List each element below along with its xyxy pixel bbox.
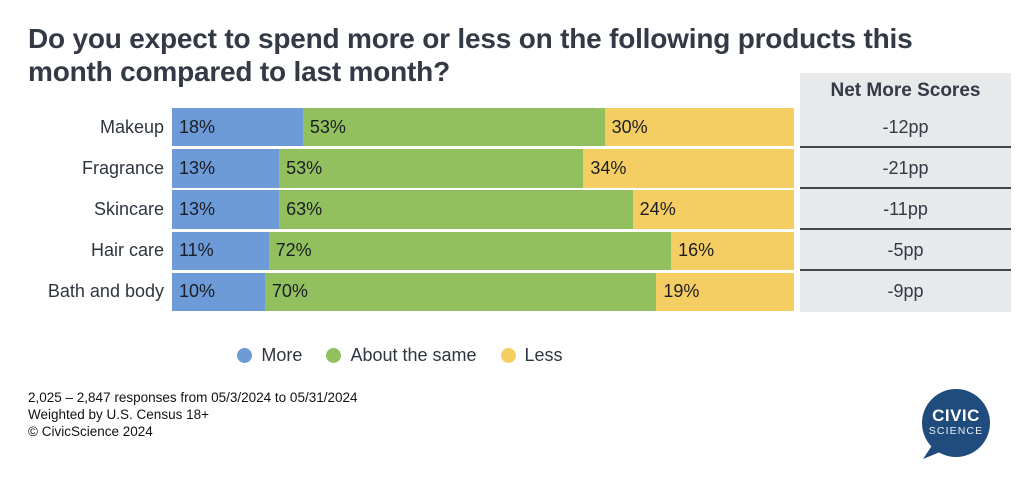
stacked-bar: 13% 53% 34% [172, 149, 794, 188]
footer-line-weighting: Weighted by U.S. Census 18+ [28, 407, 209, 422]
bar-value-label: 11% [179, 240, 214, 261]
stacked-bar: 13% 63% 24% [172, 190, 794, 229]
net-scores-divider [800, 145, 1011, 148]
bar-value-label: 63% [286, 199, 323, 220]
bar-value-label: 13% [179, 157, 216, 178]
chart-row-makeup: Makeup 18% 53% 30% [0, 108, 800, 147]
stacked-bar: 18% 53% 30% [172, 108, 794, 147]
chart-row-bath-and-body: Bath and body 10% 70% 19% [0, 272, 800, 312]
footer-line-copyright: © CivicScience 2024 [28, 424, 153, 439]
chart-title: Do you expect to spend more or less on t… [28, 23, 913, 87]
net-score-value: -12pp [882, 116, 929, 137]
bar-segment-about-the-same: 53% [279, 149, 584, 188]
bar-value-label: 13% [179, 199, 216, 220]
civicscience-logo: CIVIC SCIENCE [922, 389, 990, 459]
legend-dot-icon [500, 347, 516, 363]
legend-label: About the same [350, 344, 477, 365]
net-scores-divider [800, 269, 1011, 272]
bar-segment-less: 16% [671, 231, 794, 270]
chart-row-fragrance: Fragrance 13% 53% 34% [0, 149, 800, 188]
footer-line-responses: 2,025 – 2,847 responses from 05/3/2024 t… [28, 390, 358, 405]
net-score-value: -5pp [887, 240, 924, 261]
footer-note: 2,025 – 2,847 responses from 05/3/2024 t… [28, 389, 358, 440]
bar-segment-less: 34% [583, 149, 794, 188]
legend-item-more: More [237, 345, 302, 366]
bar-segment-less: 30% [604, 108, 794, 147]
bar-value-label: 16% [678, 240, 715, 261]
bar-segment-about-the-same: 72% [268, 231, 672, 270]
legend-label: More [261, 344, 303, 365]
bar-segment-more: 18% [172, 108, 303, 147]
bar-segment-more: 13% [172, 149, 280, 188]
legend-item-about-the-same: About the same [326, 344, 477, 366]
net-score-value: -11pp [883, 199, 928, 220]
bar-segment-less: 24% [632, 190, 794, 229]
logo-text-civic: CIVIC [932, 406, 980, 425]
category-label: Makeup [99, 116, 164, 137]
bar-value-label: 34% [590, 157, 627, 178]
bar-segment-about-the-same: 70% [264, 272, 657, 312]
category-label: Fragrance [81, 157, 164, 178]
net-scores-divider [800, 186, 1011, 189]
bar-segment-more: 10% [172, 272, 265, 312]
category-label: Bath and body [47, 281, 164, 302]
legend-label: Less [524, 344, 563, 365]
bar-value-label: 30% [611, 116, 648, 137]
bar-segment-more: 11% [172, 231, 269, 270]
net-score-value: -9pp [887, 281, 924, 302]
bar-segment-about-the-same: 53% [302, 108, 605, 147]
chart-row-hair-care: Hair care 11% 72% 16% [0, 231, 800, 270]
legend-dot-icon [326, 347, 342, 363]
bar-value-label: 53% [286, 157, 323, 178]
legend: More About the same Less [0, 342, 800, 368]
category-label: Hair care [90, 240, 164, 261]
logo-bubble [922, 389, 990, 457]
bar-value-label: 53% [309, 116, 346, 137]
net-score-value: -21pp [882, 157, 929, 178]
bar-value-label: 24% [639, 199, 676, 220]
legend-item-less: Less [500, 344, 563, 366]
logo-bubble-tail [923, 444, 945, 459]
category-label: Skincare [93, 199, 164, 220]
bar-value-label: 19% [663, 281, 700, 302]
bar-value-label: 70% [271, 281, 308, 302]
stacked-bar: 11% 72% 16% [172, 231, 794, 270]
bar-segment-about-the-same: 63% [279, 190, 633, 229]
net-scores-panel: Net More Scores -12pp -21pp -11pp -5pp -9pp [800, 73, 1011, 312]
net-scores-header: Net More Scores [830, 79, 981, 101]
bar-value-label: 72% [275, 240, 312, 261]
chart-row-skincare: Skincare 13% 63% 24% [0, 190, 800, 229]
legend-dot-icon [237, 347, 253, 363]
bar-value-label: 18% [179, 116, 216, 137]
net-scores-divider [800, 228, 1011, 230]
bar-segment-less: 19% [656, 272, 794, 312]
logo-text-science: SCIENCE [929, 425, 983, 437]
bar-value-label: 10% [179, 281, 216, 302]
stacked-bar: 10% 70% 19% [172, 272, 794, 312]
bar-segment-more: 13% [172, 190, 280, 229]
